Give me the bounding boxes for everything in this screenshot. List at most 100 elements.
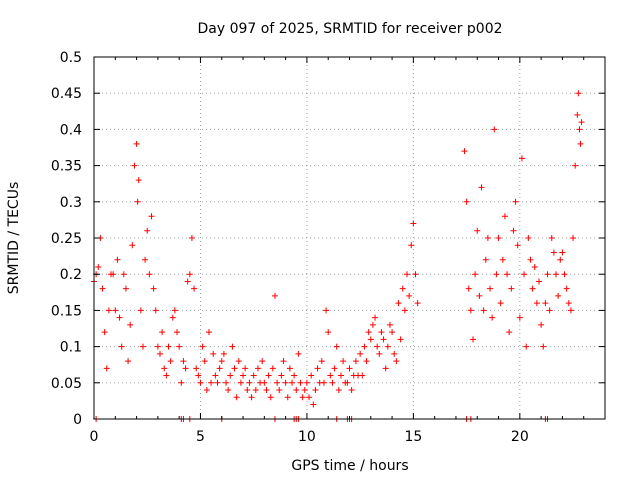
y-tick-label: 0.25 <box>51 231 82 247</box>
x-tick-label: 15 <box>404 429 422 445</box>
data-point <box>369 321 376 328</box>
data-point <box>218 358 225 365</box>
data-point <box>301 387 308 394</box>
data-point <box>212 372 219 379</box>
data-point <box>246 379 253 386</box>
data-point <box>312 387 319 394</box>
data-point <box>555 292 562 299</box>
data-point <box>508 285 515 292</box>
data-point <box>134 198 141 205</box>
data-point <box>510 227 517 234</box>
data-point <box>176 343 183 350</box>
data-point <box>208 379 215 386</box>
data-point <box>103 365 110 372</box>
data-point <box>259 358 266 365</box>
data-point <box>225 387 232 394</box>
y-tick-label: 0.5 <box>60 50 82 66</box>
data-point <box>548 235 555 241</box>
data-point <box>188 235 195 241</box>
data-point <box>284 394 291 401</box>
data-point <box>131 162 138 169</box>
data-point <box>382 365 389 372</box>
data-point <box>139 343 146 350</box>
data-point <box>135 177 142 184</box>
data-point <box>231 365 238 372</box>
data-point <box>327 372 334 379</box>
data-point <box>399 285 406 292</box>
data-point <box>114 256 121 263</box>
data-point <box>193 365 200 372</box>
y-tick-label: 0 <box>73 412 82 428</box>
data-point <box>276 387 283 394</box>
data-point <box>323 307 330 314</box>
data-point <box>252 387 259 394</box>
data-point <box>269 365 276 372</box>
y-tick-label: 0.05 <box>51 376 82 392</box>
data-point <box>308 372 315 379</box>
data-point <box>506 329 513 336</box>
data-point <box>577 140 584 147</box>
data-point <box>282 379 289 386</box>
data-point <box>303 379 310 386</box>
data-point <box>191 285 198 292</box>
data-point <box>186 271 193 278</box>
y-tick-label: 0.2 <box>60 267 82 283</box>
data-point <box>514 242 521 249</box>
y-tick-labels: 0 0.05 0.1 0.15 0.2 0.25 0.3 0.35 0.4 0.45 0.5 <box>51 50 82 428</box>
data-point <box>542 300 549 307</box>
data-point <box>376 350 383 357</box>
data-point <box>146 271 153 278</box>
data-point <box>180 358 187 365</box>
data-point <box>499 256 506 263</box>
data-point <box>271 292 278 299</box>
data-point <box>563 285 570 292</box>
data-point <box>493 271 500 278</box>
data-point <box>463 198 470 205</box>
data-point <box>144 227 151 234</box>
data-point <box>570 235 577 241</box>
data-point <box>553 271 560 278</box>
data-point <box>478 184 485 191</box>
data-point <box>393 358 400 365</box>
data-point <box>575 90 582 97</box>
data-point <box>331 365 338 372</box>
data-point <box>386 321 393 328</box>
data-point <box>263 387 270 394</box>
data-point <box>289 379 296 386</box>
data-point <box>227 372 234 379</box>
data-point <box>214 379 221 386</box>
data-point <box>122 285 129 292</box>
data-point <box>95 263 102 270</box>
x-tick-label: 5 <box>196 429 205 445</box>
data-point <box>365 329 372 336</box>
data-point <box>142 256 149 263</box>
data-point <box>105 307 112 314</box>
y-tick-label: 0.1 <box>60 340 82 356</box>
data-point <box>178 379 185 386</box>
data-point <box>401 307 408 314</box>
data-point <box>286 365 293 372</box>
data-point <box>127 321 134 328</box>
y-tick-label: 0.3 <box>60 195 82 211</box>
data-point <box>476 292 483 299</box>
data-point <box>182 365 189 372</box>
data-point <box>521 271 528 278</box>
data-point <box>244 387 251 394</box>
data-point <box>337 372 344 379</box>
data-point <box>550 249 557 256</box>
data-point <box>118 343 125 350</box>
data-point <box>572 162 579 169</box>
data-point <box>391 350 398 357</box>
data-point <box>525 235 532 241</box>
x-tick-label: 10 <box>298 429 316 445</box>
data-point <box>518 155 525 162</box>
data-point <box>367 336 374 343</box>
x-tick-label: 0 <box>90 429 99 445</box>
data-point <box>99 285 106 292</box>
data-point <box>359 372 366 379</box>
data-point <box>538 321 545 328</box>
data-point <box>531 263 538 270</box>
data-point <box>395 300 402 307</box>
data-point <box>163 372 170 379</box>
data-point <box>363 358 370 365</box>
